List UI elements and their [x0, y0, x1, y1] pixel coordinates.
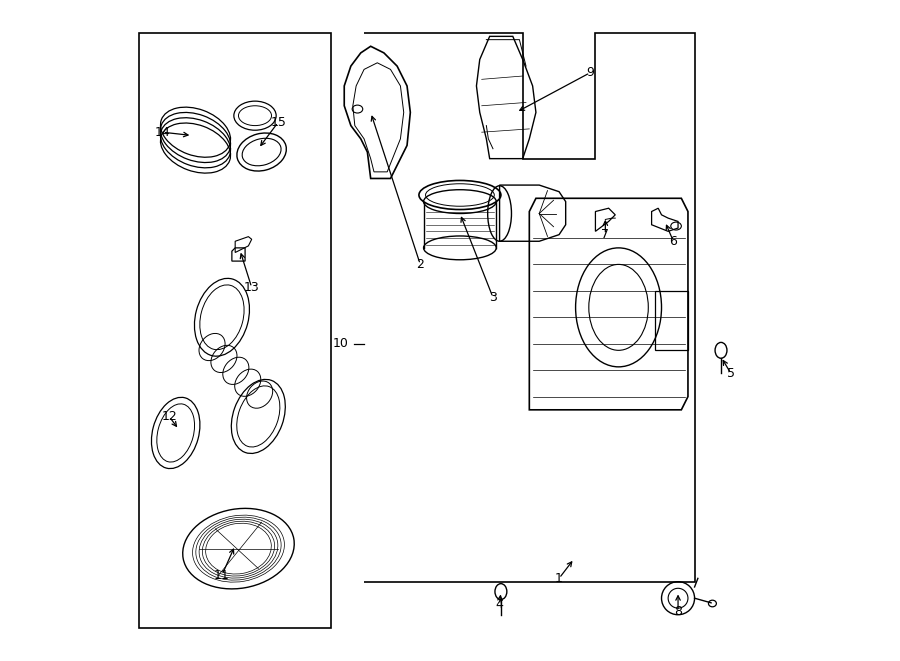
Text: 12: 12: [161, 410, 177, 423]
Text: 4: 4: [496, 598, 503, 611]
Text: 3: 3: [489, 291, 497, 304]
Text: 14: 14: [155, 126, 170, 139]
Text: 11: 11: [214, 568, 230, 582]
Text: 1: 1: [555, 572, 563, 585]
Text: 13: 13: [244, 281, 259, 294]
Text: 10: 10: [333, 337, 349, 350]
Text: 5: 5: [727, 367, 735, 380]
Text: 8: 8: [674, 605, 682, 618]
Text: 9: 9: [586, 66, 594, 79]
Text: 2: 2: [417, 258, 424, 271]
Text: 6: 6: [670, 235, 678, 248]
Text: 15: 15: [270, 116, 286, 129]
Text: 7: 7: [601, 228, 609, 241]
Bar: [655, 291, 688, 350]
